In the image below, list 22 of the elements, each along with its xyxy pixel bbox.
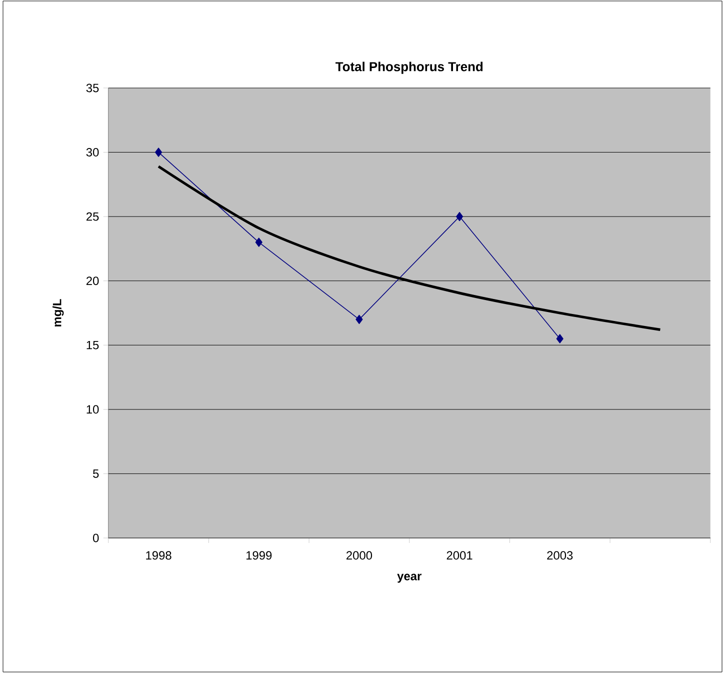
point [456, 212, 464, 222]
y-axis-title: mg/L [52, 299, 64, 326]
point [154, 148, 162, 157]
y-tick-label: 15 [86, 340, 99, 350]
x-tick-label: 2000 [346, 551, 372, 560]
x-tick-label: 2003 [547, 551, 573, 560]
y-tick-label: 35 [86, 84, 99, 92]
y-tick-label: 0 [93, 534, 99, 542]
x-axis-title: year [397, 574, 422, 583]
point [356, 314, 363, 324]
y-tick-label: 25 [86, 212, 99, 221]
line-series [157, 165, 662, 331]
x-tick-label: 2001 [446, 551, 472, 560]
point [556, 334, 564, 344]
chart-title: Total Phosphorus Trend [336, 62, 483, 74]
y-tick-label: 10 [86, 405, 99, 414]
x-tick-label: 1998 [146, 551, 172, 560]
x-tick-label: 1999 [246, 551, 272, 560]
point [255, 238, 262, 247]
y-tick-label: 30 [86, 148, 99, 156]
y-tick-label: 5 [93, 470, 99, 478]
y-tick-label: 20 [86, 276, 99, 286]
